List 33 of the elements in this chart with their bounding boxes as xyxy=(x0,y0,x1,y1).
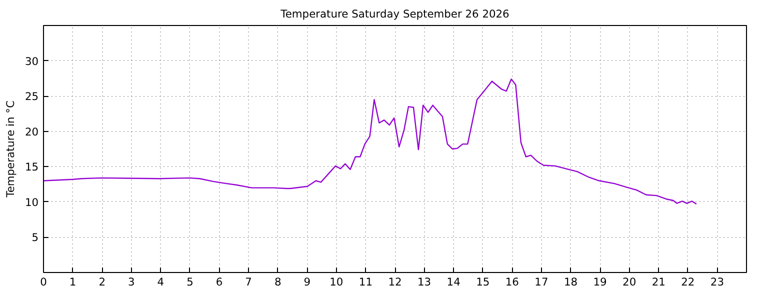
x-tick-label: 0 xyxy=(40,276,48,288)
y-tick-label: 10 xyxy=(24,196,39,209)
x-tick-label: 23 xyxy=(710,276,724,288)
x-tick-label: 11 xyxy=(358,276,372,288)
y-tick-label: 20 xyxy=(24,125,39,138)
y-tick-label: 5 xyxy=(32,231,38,244)
x-tick-label: 15 xyxy=(476,276,490,288)
x-tick-label: 17 xyxy=(534,276,548,288)
y-tick-label: 30 xyxy=(24,54,39,68)
x-tick-label: 1 xyxy=(69,276,76,288)
x-tick-label: 18 xyxy=(564,276,578,288)
x-tick-label: 19 xyxy=(593,276,608,288)
y-axis-title: Temperature in °C xyxy=(4,100,17,198)
y-tick-label: 25 xyxy=(24,90,39,104)
x-tick-label: 20 xyxy=(622,276,636,288)
x-tick-label: 10 xyxy=(330,276,344,288)
x-tick-label: 22 xyxy=(681,276,695,288)
x-tick-label: 2 xyxy=(98,276,106,288)
x-tick-label: 8 xyxy=(274,276,282,288)
x-tick-label: 9 xyxy=(304,276,311,288)
x-tick-label: 12 xyxy=(388,276,402,288)
chart-title: Temperature Saturday September 26 2026 xyxy=(280,8,510,20)
x-tick-label: 7 xyxy=(245,276,252,288)
x-tick-label: 13 xyxy=(418,276,432,288)
x-tick-label: 5 xyxy=(186,276,194,288)
y-tick-label: 15 xyxy=(24,160,39,174)
x-tick-label: 6 xyxy=(216,276,223,288)
x-tick-label: 16 xyxy=(505,276,520,288)
x-tick-label: 21 xyxy=(652,276,666,288)
x-tick-label: 3 xyxy=(128,276,135,288)
line-series xyxy=(44,78,698,205)
x-tick-label: 4 xyxy=(157,276,164,288)
x-tick-label: 14 xyxy=(446,276,461,288)
